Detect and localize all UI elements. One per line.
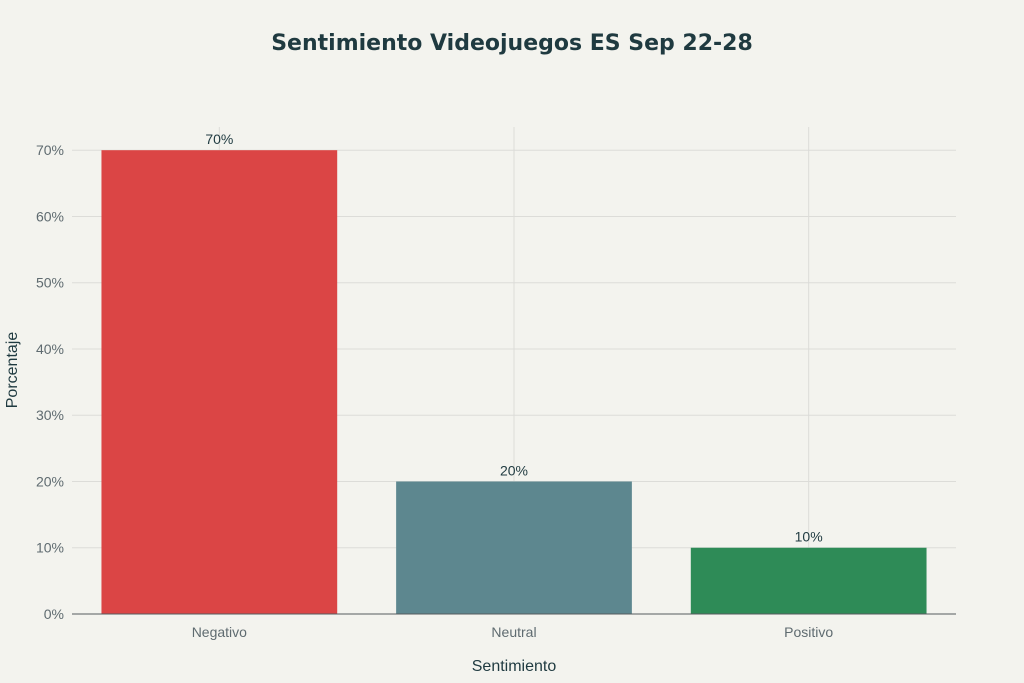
y-tick-label: 70% bbox=[36, 142, 64, 158]
y-tick-label: 20% bbox=[36, 473, 64, 489]
bar-positivo bbox=[690, 547, 927, 614]
data-label-negativo: 70% bbox=[205, 131, 233, 147]
data-labels: 70% 20% 10% bbox=[205, 131, 822, 545]
y-tick-label: 10% bbox=[36, 540, 64, 556]
bars bbox=[101, 150, 927, 614]
y-tick-label: 0% bbox=[44, 606, 64, 622]
bar-negativo bbox=[101, 150, 338, 614]
y-tick-label: 60% bbox=[36, 208, 64, 224]
data-label-neutral: 20% bbox=[500, 462, 528, 478]
y-axis-title: Porcentaje bbox=[4, 332, 21, 409]
y-tick-label: 30% bbox=[36, 407, 64, 423]
y-axis-ticks: 0% 10% 20% 30% 40% 50% 60% 70% bbox=[36, 142, 64, 622]
x-axis-ticks: Negativo Neutral Positivo bbox=[192, 624, 834, 640]
x-axis-title: Sentimiento bbox=[472, 658, 557, 675]
y-tick-label: 40% bbox=[36, 341, 64, 357]
x-tick-label-negativo: Negativo bbox=[192, 624, 247, 640]
y-tick-label: 50% bbox=[36, 275, 64, 291]
bar-neutral bbox=[396, 481, 632, 614]
x-tick-label-positivo: Positivo bbox=[784, 624, 833, 640]
data-label-positivo: 10% bbox=[795, 529, 823, 545]
x-tick-label-neutral: Neutral bbox=[491, 624, 536, 640]
chart-title: Sentimiento Videojuegos ES Sep 22-28 bbox=[271, 31, 753, 56]
